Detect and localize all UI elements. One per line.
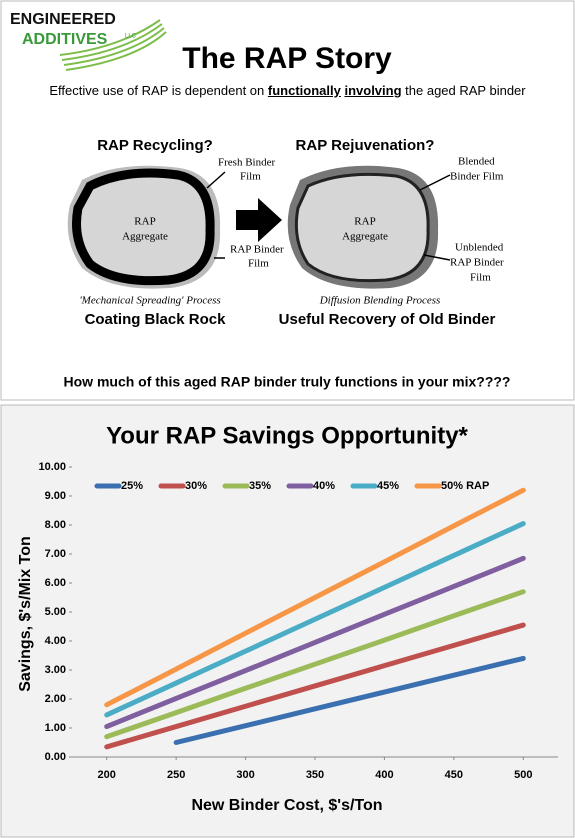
logo: ENGINEERED ADDITIVES LLC <box>10 11 167 71</box>
y-tick-label: 7.00 <box>45 548 66 560</box>
x-axis-label: New Binder Cost, $'s/Ton <box>191 797 382 814</box>
aggregate-label: Aggregate <box>342 231 388 243</box>
legend-label: 25% <box>121 480 143 492</box>
chart-background <box>0 404 575 838</box>
aggregate <box>72 168 215 286</box>
y-tick-label: 10.00 <box>38 461 66 473</box>
legend-label: 45% <box>377 480 399 492</box>
process-label: 'Mechanical Spreading' Process <box>79 295 220 307</box>
legend-label: 50% RAP <box>441 480 489 492</box>
series-line <box>104 555 526 730</box>
y-tick-label: 1.00 <box>45 722 66 734</box>
y-tick-label: 5.00 <box>45 606 66 618</box>
diagram-heading: RAP Recycling? <box>97 137 213 154</box>
y-tick-label: 4.00 <box>45 635 66 647</box>
chart-title: Your RAP Savings Opportunity* <box>106 422 468 449</box>
film-label: Blended <box>458 156 495 168</box>
x-tick-label: 450 <box>445 769 463 781</box>
film-label: Binder Film <box>450 171 504 183</box>
film-label: RAP Binder <box>450 257 504 269</box>
question: How much of this aged RAP binder truly f… <box>64 374 511 390</box>
series-line <box>173 655 526 745</box>
film-label: Unblended <box>455 242 504 254</box>
x-tick-label: 300 <box>236 769 254 781</box>
y-tick-label: 0.00 <box>45 751 66 763</box>
subtitle-text: Effective use of RAP is dependent on <box>49 83 265 98</box>
series-line <box>104 521 526 718</box>
story-panel: ENGINEERED ADDITIVES LLC The RAP Story R… <box>0 0 575 401</box>
logo-swoosh <box>59 19 167 71</box>
series-line <box>104 487 526 708</box>
chart: Your RAP Savings Opportunity* New Binder… <box>0 404 575 838</box>
y-tick-label: 8.00 <box>45 519 66 531</box>
aggregate <box>294 172 430 283</box>
film-label: Fresh Binder <box>218 157 275 169</box>
x-tick-label: 200 <box>98 769 116 781</box>
subtitle: Effective use of RAP is dependent on fun… <box>0 83 575 98</box>
pointer-arrow <box>206 171 451 261</box>
y-tick-label: 2.00 <box>45 693 66 705</box>
film-label: Film <box>240 171 261 183</box>
process-arrow <box>236 198 282 242</box>
x-tick-label: 350 <box>306 769 324 781</box>
caption: Useful Recovery of Old Binder <box>279 311 496 328</box>
y-tick-label: 9.00 <box>45 490 66 502</box>
subtitle-emphasis: involving <box>344 83 402 98</box>
film-label: Film <box>248 258 269 270</box>
x-tick-label: 500 <box>514 769 532 781</box>
logo-text: ENGINEERED <box>10 11 116 28</box>
caption: Coating Black Rock <box>85 311 227 328</box>
legend-label: 35% <box>249 480 271 492</box>
title: The RAP Story <box>182 42 392 75</box>
legend-label: 30% <box>185 480 207 492</box>
y-tick-label: 6.00 <box>45 577 66 589</box>
film-label: RAP Binder <box>230 244 284 256</box>
legend-label: 40% <box>313 480 335 492</box>
aggregate-label: RAP <box>354 216 375 228</box>
subtitle-emphasis: functionally <box>267 83 341 98</box>
series-line <box>104 622 526 750</box>
aggregate-label: RAP <box>134 216 155 228</box>
series-line <box>104 589 526 740</box>
subtitle-text: the aged RAP binder <box>405 83 526 98</box>
logo-text: ADDITIVES <box>22 31 108 48</box>
logo-text: LLC <box>125 34 137 40</box>
x-tick-label: 400 <box>375 769 393 781</box>
x-tick-label: 250 <box>167 769 185 781</box>
aggregate-label: Aggregate <box>122 231 168 243</box>
film-label: Film <box>470 272 491 284</box>
process-label: Diffusion Blending Process <box>319 295 441 307</box>
diagram-heading: RAP Rejuvenation? <box>296 137 435 154</box>
y-tick-label: 3.00 <box>45 664 66 676</box>
y-axis-label: Savings, $'s/Mix Ton <box>17 536 34 692</box>
